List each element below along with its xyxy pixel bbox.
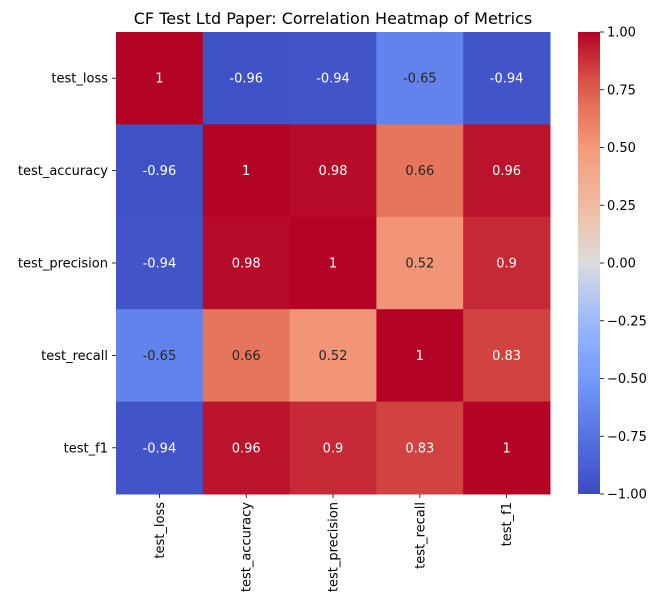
y-tick-label: test_f1 [64, 441, 108, 456]
colorbar-tick-label: −0.50 [607, 372, 647, 387]
x-tick-label: test_precision [327, 502, 342, 592]
y-axis: test_loss test_accuracy test_precisiontest… [18, 72, 116, 456]
cell-value-label: -0.96 [229, 72, 263, 87]
heatmap-cell [202, 309, 291, 403]
cell-value-label: 0.52 [319, 349, 348, 364]
cell-value-label: 0.83 [405, 441, 434, 456]
cell-value-label: 1 [242, 164, 250, 179]
y-tick-label: test_recall [41, 349, 108, 364]
heatmap-cell [463, 124, 551, 218]
heatmap-cell [376, 124, 464, 218]
heatmap-cell [202, 124, 291, 218]
colorbar-tick-label: 0.25 [607, 199, 636, 214]
colorbar-gradient [578, 32, 600, 494]
cell-value-label: 1 [502, 441, 510, 456]
x-tick-label: test_loss [153, 502, 168, 559]
heatmap-cell [463, 401, 551, 495]
heatmap-cell [202, 401, 291, 495]
heatmap-cell [463, 309, 551, 403]
cell-value-label: -0.94 [490, 72, 524, 87]
heatmap-cell [202, 32, 291, 125]
cell-value-label: 0.98 [232, 257, 261, 272]
heatmap-cell [289, 401, 377, 495]
y-tick-label: test_accuracy [18, 164, 108, 179]
heatmap-cell [289, 124, 377, 218]
cell-value-label: 1 [416, 349, 424, 364]
x-tick-label: test_f1 [500, 502, 515, 546]
colorbar-tick-label: 0.50 [607, 141, 636, 156]
colorbar-tick-label: −0.25 [607, 314, 647, 329]
x-tick-label: test_recall [413, 502, 428, 569]
cell-value-label: -0.94 [316, 72, 350, 87]
y-tick-label: test_loss [51, 72, 108, 87]
heatmap-cells [116, 32, 551, 495]
cell-value-label: 1 [329, 257, 337, 272]
colorbar-tick-label: 0.00 [607, 257, 636, 272]
heatmap-cell [289, 216, 377, 310]
colorbar: 1.00 0.75 0.50 0.25 0.00 −0.25 −0.50 −0.75 −1.00 [578, 26, 647, 503]
heatmap-cell [376, 32, 464, 125]
heatmap-cell [116, 32, 204, 125]
chart-title: CF Test Ltd Paper: Correlation Heatmap o… [134, 9, 532, 28]
colorbar-tick-label: 0.75 [607, 83, 636, 98]
cell-value-label: 0.83 [492, 349, 521, 364]
x-axis: test_loss test_accuracy test_precision test… [153, 494, 515, 592]
cell-value-label: 0.66 [232, 349, 261, 364]
cell-value-labels: 1 -0.96 -0.94 -0.65 -0.94 -0.96 1 0.98 0.66 0.96 -… [143, 72, 524, 457]
cell-value-label: 0.52 [405, 257, 434, 272]
heatmap-cell [376, 309, 464, 403]
heatmap-cell [289, 309, 377, 403]
cell-value-label: -0.94 [143, 441, 177, 456]
colorbar-tick-label: −0.75 [607, 430, 647, 445]
heatmap-cell [116, 216, 204, 310]
cell-value-label: 0.96 [492, 164, 521, 179]
cell-value-label: -0.94 [143, 257, 177, 272]
cell-value-label: -0.96 [143, 164, 177, 179]
cell-value-label: 0.9 [323, 441, 344, 456]
heatmap-cell [202, 216, 291, 310]
cell-value-label: 0.66 [405, 164, 434, 179]
cell-value-label: 1 [155, 72, 163, 87]
cell-value-label: 0.9 [496, 257, 517, 272]
heatmap-cell [376, 401, 464, 495]
heatmap-cell [289, 32, 377, 125]
heatmap-cell [116, 309, 204, 403]
cell-value-label: -0.65 [143, 349, 177, 364]
cell-value-label: 0.98 [319, 164, 348, 179]
heatmap-cell [116, 124, 204, 218]
cell-value-label: 0.96 [232, 441, 261, 456]
cell-value-label: -0.65 [403, 72, 437, 87]
y-tick-label: test_precision [18, 257, 108, 272]
x-tick-label: test_accuracy [240, 502, 255, 592]
colorbar-tick-label: 1.00 [607, 26, 636, 41]
colorbar-tick-label: −1.00 [607, 488, 647, 503]
heatmap-cell [116, 401, 204, 495]
heatmap-cell [463, 216, 551, 310]
heatmap-cell [376, 216, 464, 310]
heatmap-cell [463, 32, 551, 125]
